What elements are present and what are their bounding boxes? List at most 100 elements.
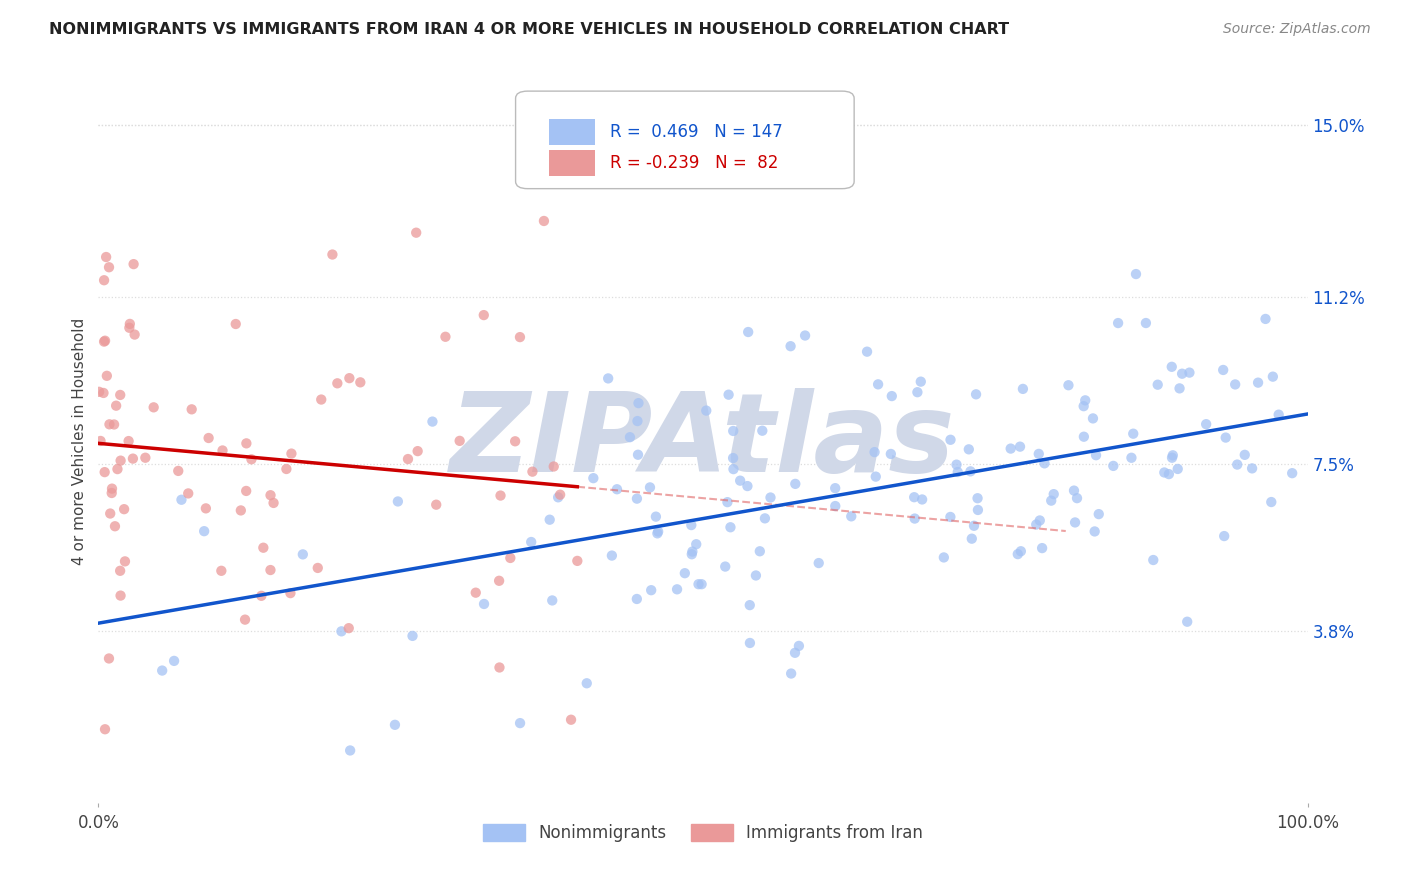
Point [759,491,782,505]
Point [233,613,256,627]
Point [117,434,139,448]
Point [1281,466,1303,480]
Point [1107,316,1129,330]
Point [472,597,495,611]
Point [547,491,569,505]
Point [1008,440,1031,454]
Point [626,591,648,606]
Point [538,513,561,527]
Point [406,444,429,458]
Point [434,330,457,344]
Point [728,474,751,488]
Point [880,447,903,461]
Point [94,250,117,264]
Text: Source: ZipAtlas.com: Source: ZipAtlas.com [1223,22,1371,37]
Legend: Nonimmigrants, Immigrants from Iran: Nonimmigrants, Immigrants from Iran [477,817,929,848]
Point [259,488,281,502]
Point [751,424,773,438]
Point [1029,513,1052,527]
Point [1121,450,1143,465]
Point [280,586,302,600]
Point [737,479,759,493]
Point [163,654,186,668]
Point [89,384,111,399]
Point [794,328,817,343]
Point [339,743,361,757]
Point [235,483,257,498]
Point [167,464,190,478]
Point [1175,615,1198,629]
Point [107,462,129,476]
Point [627,448,650,462]
FancyBboxPatch shape [550,120,595,145]
Point [337,371,360,385]
Y-axis label: 4 or more Vehicles in Household: 4 or more Vehicles in Household [72,318,87,566]
Point [824,499,846,513]
Point [250,589,273,603]
Point [309,392,332,407]
Text: R =  0.469   N = 147: R = 0.469 N = 147 [610,123,783,141]
Point [1254,312,1277,326]
Point [1226,458,1249,472]
Point [499,551,522,566]
Point [330,624,353,639]
Point [716,495,738,509]
Point [626,414,648,428]
Point [721,424,744,438]
Point [472,308,495,322]
Point [690,577,713,591]
Point [1073,430,1095,444]
Point [425,498,447,512]
Point [745,568,768,582]
Point [856,344,879,359]
Point [105,399,128,413]
Text: NONIMMIGRANTS VS IMMIGRANTS FROM IRAN 4 OR MORE VEHICLES IN HOUSEHOLD CORRELATIO: NONIMMIGRANTS VS IMMIGRANTS FROM IRAN 4 … [49,22,1010,37]
Point [1171,367,1194,381]
Point [503,434,526,449]
Point [737,325,759,339]
Point [1178,366,1201,380]
Point [647,526,669,541]
Point [868,377,890,392]
Point [1074,393,1097,408]
Point [626,491,648,506]
Point [89,434,111,448]
Point [688,577,710,591]
Point [396,452,419,467]
Point [865,469,887,483]
Point [280,447,302,461]
Point [94,723,117,737]
Point [681,518,703,533]
Point [118,317,141,331]
Point [600,549,623,563]
Point [1168,381,1191,395]
Point [681,547,703,561]
Point [1161,448,1184,462]
Point [606,482,628,496]
Point [1028,447,1050,461]
Point [957,442,980,457]
Point [118,320,141,334]
Point [522,465,544,479]
Point [780,666,803,681]
Point [960,532,983,546]
Point [1010,544,1032,558]
Point [387,494,409,508]
Point [464,585,486,599]
Point [644,509,666,524]
Point [252,541,274,555]
Point [94,334,117,348]
Point [1073,399,1095,413]
Point [93,334,115,349]
Point [326,376,349,391]
Point [1233,448,1256,462]
Point [1064,516,1087,530]
Point [880,389,903,403]
Point [932,550,955,565]
Point [509,330,531,344]
Point [824,481,846,495]
Point [911,492,934,507]
Point [134,450,156,465]
Point [1125,267,1147,281]
Point [488,660,510,674]
